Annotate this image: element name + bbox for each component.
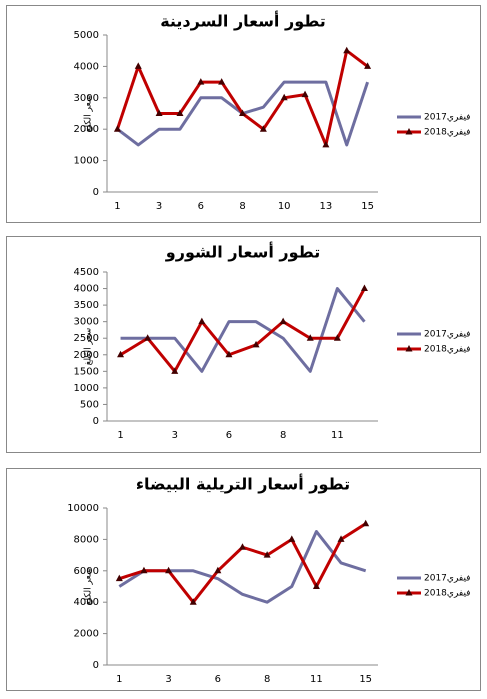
legend-label: فيفري2017 [424, 113, 471, 123]
point-marker [301, 90, 309, 98]
x-tick-label: 3 [172, 430, 178, 441]
point-marker [197, 78, 205, 85]
y-tick-label: 2500 [74, 333, 99, 344]
x-tick-label: 11 [310, 674, 323, 685]
point-marker [333, 334, 341, 341]
y-tick-label: 2000 [74, 350, 99, 361]
chart: 0 500 1000 1500 2000 2500 3000 3500 4000 4500 1 3 6 8… [6, 236, 481, 453]
point-marker [259, 125, 267, 132]
point-marker [364, 62, 372, 69]
y-tick-label: 0 [93, 416, 99, 427]
point-marker [279, 317, 287, 325]
point-marker [214, 566, 222, 574]
point-marker [225, 350, 233, 358]
x-tick-label: 3 [156, 201, 162, 212]
x-tick-label: 11 [331, 430, 344, 441]
point-marker [198, 317, 206, 325]
point-marker [343, 46, 351, 54]
legend-label: فيفري2017 [424, 574, 471, 584]
x-tick-label: 8 [264, 674, 270, 685]
x-tick-label: 8 [280, 430, 286, 441]
y-tick-label: 3000 [74, 317, 99, 328]
point-marker [312, 582, 320, 589]
point-marker [134, 62, 142, 69]
chart-title: تطور أسعار التريلية البيضاء [136, 474, 350, 494]
x-tick-label: 6 [226, 430, 232, 441]
chart: 0 2000 4000 6000 8000 10000 1 3 6 8 11 15 سعر الكلغ ف… [6, 468, 481, 691]
x-tick-label: 10 [278, 201, 291, 212]
point-marker [155, 109, 163, 116]
chart-title: تطور أسعار الشورو [165, 242, 320, 262]
legend-label: فيفري2017 [424, 330, 471, 340]
point-marker [239, 543, 246, 550]
point-marker [144, 334, 152, 341]
y-tick-label: 8000 [74, 534, 99, 545]
point-marker [165, 566, 173, 574]
y-tick-label: 4000 [74, 284, 99, 295]
y-tick-label: 1000 [74, 383, 99, 394]
legend-label: فيفري2018 [424, 128, 471, 138]
x-tick-label: 13 [320, 201, 333, 212]
point-marker [113, 125, 121, 132]
y-tick-label: 1000 [74, 156, 99, 167]
y-axis-title: سعر الكلغ [84, 328, 94, 366]
point-marker [218, 78, 226, 85]
point-marker [288, 535, 296, 542]
y-axis-title: سعر الكلغ [84, 568, 94, 606]
y-tick-label: 4000 [74, 61, 99, 72]
y-tick-label: 3000 [74, 93, 99, 104]
point-marker [239, 109, 246, 116]
y-tick-label: 2000 [74, 124, 99, 135]
y-tick-label: 500 [80, 399, 99, 410]
x-tick-label: 1 [117, 430, 123, 441]
legend-label: فيفري2018 [424, 345, 471, 355]
y-tick-label: 5000 [74, 30, 99, 41]
series-line [120, 287, 366, 373]
point-marker [189, 598, 197, 605]
x-tick-label: 6 [198, 201, 204, 212]
y-tick-label: 10000 [67, 503, 99, 514]
x-tick-label: 15 [361, 201, 374, 212]
legend-marker [405, 345, 413, 352]
legend-marker [405, 589, 413, 596]
point-marker [322, 140, 330, 148]
point-marker [263, 551, 271, 558]
point-marker [337, 535, 345, 542]
y-tick-label: 4000 [74, 597, 99, 608]
point-marker [280, 93, 288, 101]
x-tick-label: 1 [114, 201, 120, 212]
x-tick-label: 8 [239, 201, 245, 212]
y-tick-label: 4500 [74, 267, 99, 278]
y-tick-label: 1500 [74, 366, 99, 377]
y-axis-title: سعر الكلغ [84, 95, 94, 133]
point-marker [171, 367, 179, 374]
point-marker [306, 334, 314, 341]
x-tick-label: 3 [165, 674, 171, 685]
point-marker [117, 350, 125, 358]
chart-title: تطور أسعار السردينة [160, 11, 326, 31]
point-marker [360, 284, 368, 292]
point-marker [115, 574, 123, 582]
y-tick-label: 0 [93, 187, 99, 198]
y-tick-label: 6000 [74, 566, 99, 577]
chart-frame [6, 236, 481, 453]
legend-label: فيفري2018 [424, 589, 471, 599]
point-marker [140, 566, 148, 574]
y-tick-label: 2000 [74, 629, 99, 640]
point-marker [252, 340, 260, 348]
legend-marker [405, 128, 413, 135]
x-tick-label: 1 [116, 674, 122, 685]
point-marker [176, 109, 184, 116]
y-tick-label: 0 [93, 660, 99, 671]
series-line [119, 287, 366, 373]
x-tick-label: 6 [215, 674, 221, 685]
y-tick-label: 3500 [74, 300, 99, 311]
point-marker [362, 519, 370, 527]
x-tick-label: 15 [359, 674, 372, 685]
